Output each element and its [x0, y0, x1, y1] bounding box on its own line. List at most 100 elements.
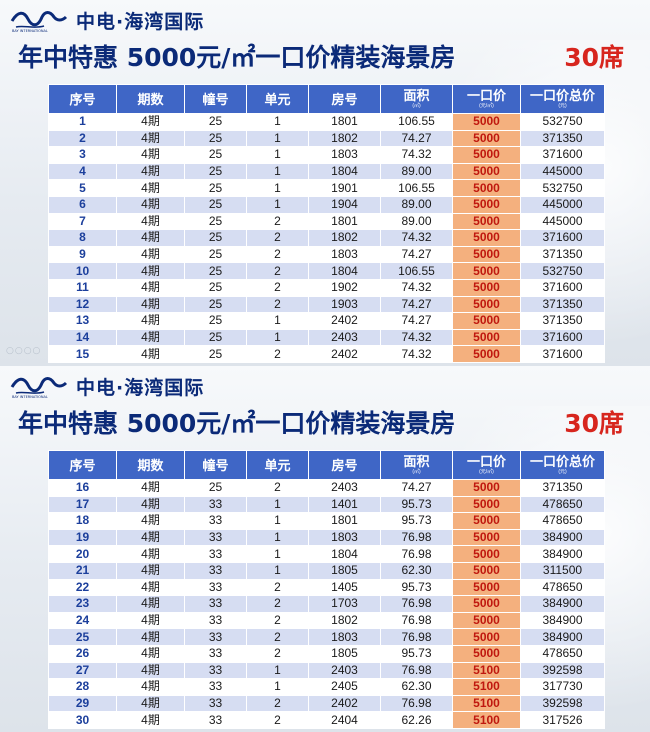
cell-index: 16 [48, 479, 117, 497]
cell-phase: 4期 [116, 611, 185, 630]
cell-room: 1401 [308, 495, 381, 514]
cell-phase: 4期 [116, 561, 185, 580]
cell-phase: 4期 [116, 162, 185, 181]
cell-phase: 4期 [116, 328, 185, 347]
cell-unit: 2 [246, 578, 309, 597]
cell-total: 532750 [520, 113, 605, 131]
table-row: 2 4期 25 1 1802 74.27 5000 371350 [48, 129, 605, 148]
cell-total: 445000 [520, 212, 605, 231]
cell-index: 8 [48, 229, 117, 247]
cell-unit: 2 [246, 212, 309, 231]
table-row: 14 4期 25 1 2403 74.32 5000 371600 [48, 328, 605, 347]
table-row: 26 4期 33 2 1805 95.73 5000 478650 [48, 644, 605, 663]
table-row: 29 4期 33 2 2402 76.98 5100 392598 [48, 694, 605, 713]
cell-building: 33 [184, 595, 247, 613]
cell-unit: 2 [246, 345, 309, 363]
cell-unit: 2 [246, 595, 309, 613]
cell-building: 25 [184, 245, 247, 264]
table-row: 21 4期 33 1 1805 62.30 5000 311500 [48, 561, 605, 580]
header-phase: 期数 [116, 84, 185, 114]
table-header-row: 序号 期数 幢号 单元 房号 面积 (㎡) 一口价 (元/㎡) 一口价总价 (元) [48, 450, 605, 480]
cell-price: 5000 [452, 229, 521, 247]
cell-phase: 4期 [116, 595, 185, 613]
cell-total: 384900 [520, 528, 605, 547]
cell-total: 371600 [520, 328, 605, 347]
cell-room: 1802 [308, 129, 381, 148]
header-total: 一口价总价 (元) [520, 84, 605, 114]
cell-index: 26 [48, 644, 117, 663]
cell-price: 5000 [452, 278, 521, 297]
cell-building: 33 [184, 561, 247, 580]
cell-area: 106.55 [380, 262, 453, 280]
cell-room: 2405 [308, 678, 381, 696]
cell-building: 25 [184, 129, 247, 148]
cell-unit: 1 [246, 195, 309, 214]
cell-index: 24 [48, 611, 117, 630]
cell-area: 76.98 [380, 628, 453, 646]
cell-building: 33 [184, 495, 247, 514]
cell-room: 2403 [308, 328, 381, 347]
cell-price: 5000 [452, 195, 521, 214]
cell-building: 33 [184, 628, 247, 646]
cell-phase: 4期 [116, 661, 185, 680]
poster-panel-2: BAY INTERNATIONAL 中电·海湾国际 年中特惠 5000元/㎡一口… [0, 366, 650, 732]
cell-area: 74.32 [380, 328, 453, 347]
cell-price: 5000 [452, 611, 521, 630]
cell-room: 1803 [308, 628, 381, 646]
header-total: 一口价总价 (元) [520, 450, 605, 480]
cell-total: 532750 [520, 179, 605, 197]
table-row: 20 4期 33 1 1804 76.98 5000 384900 [48, 545, 605, 563]
table-row: 17 4期 33 1 1401 95.73 5000 478650 [48, 495, 605, 514]
cell-room: 2403 [308, 479, 381, 497]
cell-total: 445000 [520, 195, 605, 214]
brand-logo: BAY INTERNATIONAL 中电·海湾国际 [10, 372, 204, 400]
cell-price: 5000 [452, 512, 521, 530]
cell-unit: 2 [246, 611, 309, 630]
cell-index: 13 [48, 312, 117, 330]
cell-price: 5100 [452, 661, 521, 680]
brand-logo: BAY INTERNATIONAL 中电·海湾国际 [10, 6, 204, 34]
seats-count: 30席 [564, 409, 624, 438]
cell-room: 2404 [308, 711, 381, 729]
cell-total: 311500 [520, 561, 605, 580]
cell-area: 74.32 [380, 278, 453, 297]
cell-room: 1405 [308, 578, 381, 597]
cell-price: 5000 [452, 545, 521, 563]
cell-phase: 4期 [116, 678, 185, 696]
cell-total: 478650 [520, 495, 605, 514]
cell-area: 74.27 [380, 129, 453, 148]
cell-building: 25 [184, 162, 247, 181]
cell-room: 1703 [308, 595, 381, 613]
cell-index: 21 [48, 561, 117, 580]
cell-building: 25 [184, 262, 247, 280]
table-row: 27 4期 33 1 2403 76.98 5100 392598 [48, 661, 605, 680]
cell-building: 33 [184, 611, 247, 630]
cell-total: 371600 [520, 229, 605, 247]
cell-area: 95.73 [380, 644, 453, 663]
cell-phase: 4期 [116, 262, 185, 280]
cell-building: 33 [184, 512, 247, 530]
table-row: 7 4期 25 2 1801 89.00 5000 445000 [48, 212, 605, 231]
cell-price: 5000 [452, 628, 521, 646]
cell-building: 33 [184, 661, 247, 680]
cell-unit: 2 [246, 628, 309, 646]
cell-phase: 4期 [116, 146, 185, 164]
headline: 年中特惠 5000元/㎡一口价精装海景房 30席 [18, 36, 638, 76]
cell-price: 5000 [452, 129, 521, 148]
cell-room: 1804 [308, 162, 381, 181]
cell-phase: 4期 [116, 245, 185, 264]
cell-total: 445000 [520, 162, 605, 181]
cell-room: 2402 [308, 345, 381, 363]
cell-unit: 2 [246, 245, 309, 264]
cell-index: 30 [48, 711, 117, 729]
cell-phase: 4期 [116, 495, 185, 514]
cell-room: 1804 [308, 262, 381, 280]
cell-unit: 2 [246, 479, 309, 497]
cell-area: 74.27 [380, 312, 453, 330]
cell-total: 371600 [520, 146, 605, 164]
cell-area: 76.98 [380, 611, 453, 630]
cell-building: 33 [184, 694, 247, 713]
cell-area: 89.00 [380, 212, 453, 231]
cell-index: 15 [48, 345, 117, 363]
cell-total: 532750 [520, 262, 605, 280]
